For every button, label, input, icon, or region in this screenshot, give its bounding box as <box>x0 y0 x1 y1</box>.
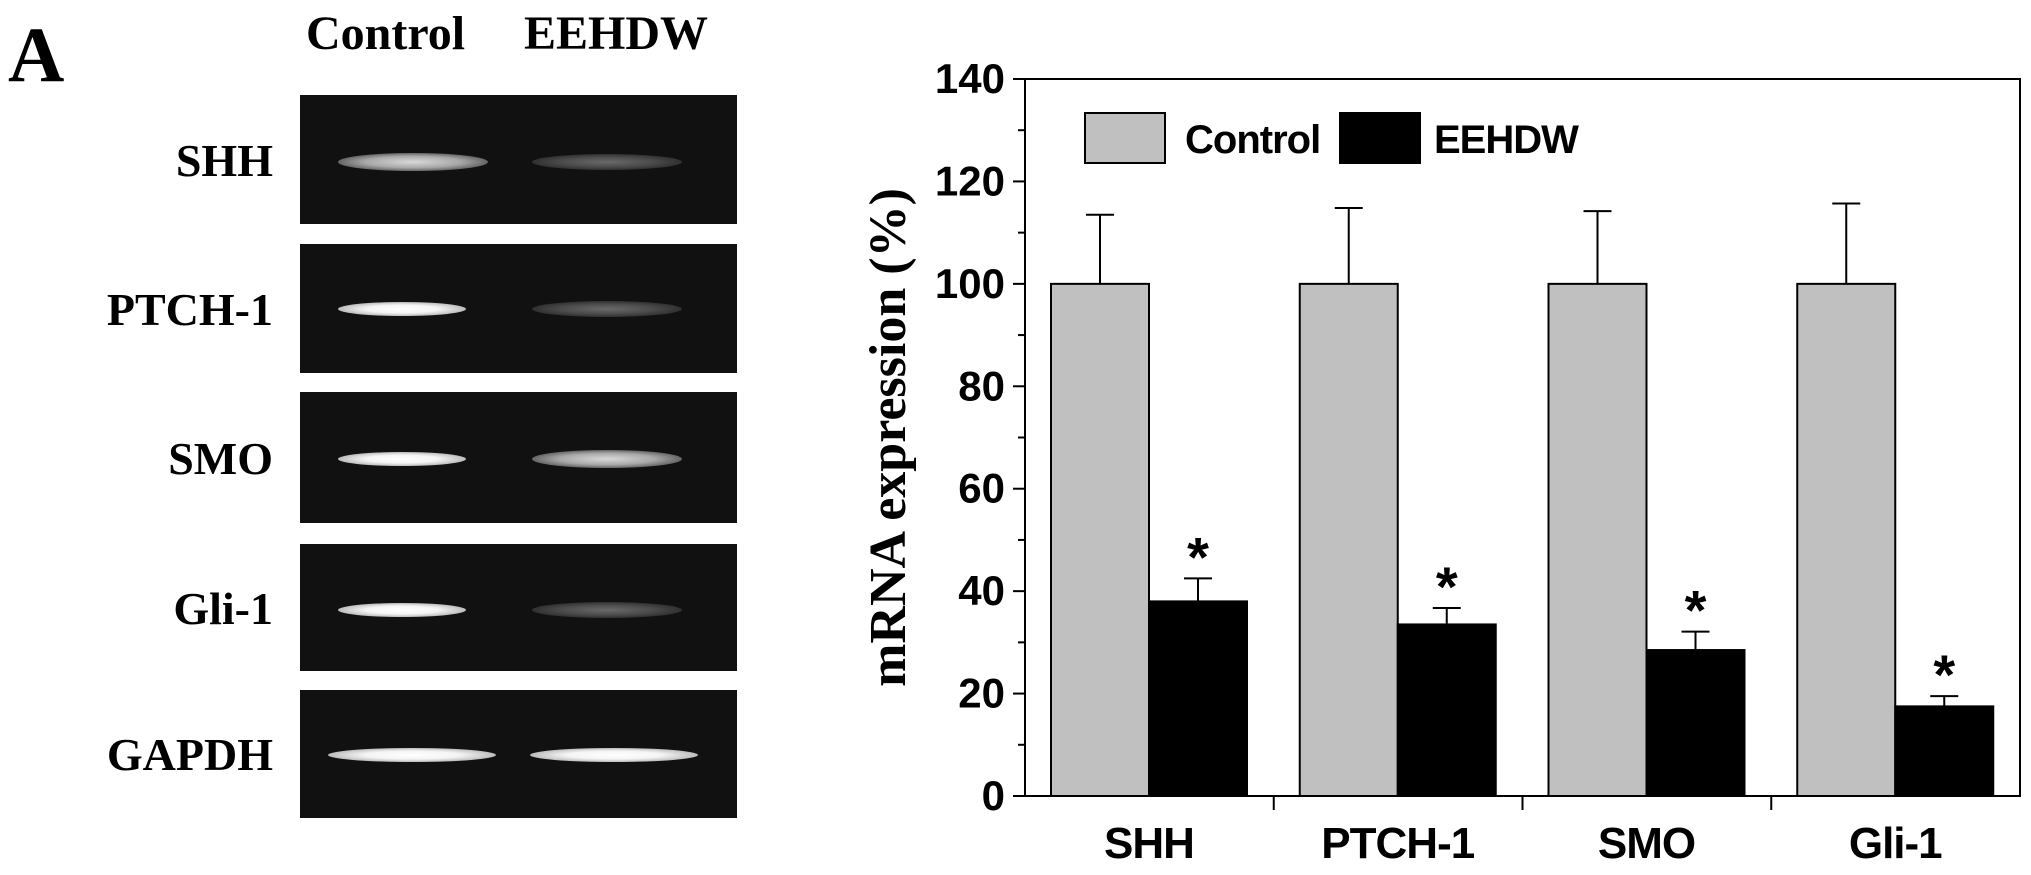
significance-marker: * <box>1685 579 1707 642</box>
bar-eehdw-ptch-1 <box>1396 623 1497 797</box>
gel-band-control <box>338 452 466 466</box>
x-tick-label: PTCH-1 <box>1321 819 1474 868</box>
bar-eehdw-shh <box>1148 600 1248 798</box>
y-axis-label: mRNA expression (%) <box>860 188 917 687</box>
y-tick-label: 80 <box>958 362 1005 409</box>
gel-row-label-ptch-1: PTCH-1 <box>106 283 273 335</box>
gel-band-treat <box>532 154 682 170</box>
bar-eehdw-gli-1 <box>1894 705 1995 797</box>
gel-header-control: Control <box>306 7 466 60</box>
gel-row-label-smo: SMO <box>168 432 273 484</box>
y-tick-label: 120 <box>935 157 1005 204</box>
gel-row-label-gapdh: GAPDH <box>106 729 273 780</box>
bar-control-shh <box>1050 282 1150 798</box>
gel-row-label-gli-1: Gli-1 <box>173 582 273 634</box>
gel-band-treat <box>532 301 682 317</box>
gel-strip-smo <box>300 392 737 523</box>
gel-strip-gapdh <box>300 690 737 818</box>
y-tick-label: 60 <box>958 465 1005 512</box>
gel-strip-ptch-1 <box>300 244 737 373</box>
x-tick-label: SHH <box>1104 819 1194 868</box>
x-tick-label: Gli-1 <box>1849 819 1942 868</box>
panel-label: A <box>8 11 65 98</box>
gel-band-control <box>338 603 466 617</box>
significance-marker: * <box>1436 555 1458 618</box>
y-tick-label: 140 <box>935 55 1005 102</box>
legend-swatch-control <box>1084 112 1166 164</box>
legend-swatch-eehdw <box>1339 112 1421 164</box>
x-tick-label: SMO <box>1598 819 1695 868</box>
gel-band-control <box>328 748 496 762</box>
gel-strip-gli-1 <box>300 544 737 671</box>
y-tick-label: 20 <box>958 670 1005 717</box>
legend-label-control: Control <box>1185 118 1320 162</box>
gel-band-control <box>338 153 488 171</box>
legend-label-eehdw: EEHDW <box>1434 118 1579 162</box>
bar-eehdw-smo <box>1645 649 1746 798</box>
gel-header-eehdw: EEHDW <box>524 7 709 60</box>
gel-band-treat <box>530 748 698 762</box>
gel-band-treat <box>532 602 682 618</box>
y-tick-label: 40 <box>958 567 1005 614</box>
bar-control-ptch-1 <box>1298 282 1399 798</box>
bar-control-gli-1 <box>1796 282 1897 798</box>
y-tick-label: 0 <box>982 772 1005 819</box>
y-tick-label: 100 <box>935 260 1005 307</box>
gel-band-control <box>338 302 466 316</box>
significance-marker: * <box>1187 525 1209 588</box>
gel-row-label-shh: SHH <box>175 134 273 186</box>
bar-control-smo <box>1547 282 1648 798</box>
gel-strip-shh <box>300 95 737 224</box>
gel-band-treat <box>532 450 682 468</box>
significance-marker: * <box>1933 643 1955 706</box>
